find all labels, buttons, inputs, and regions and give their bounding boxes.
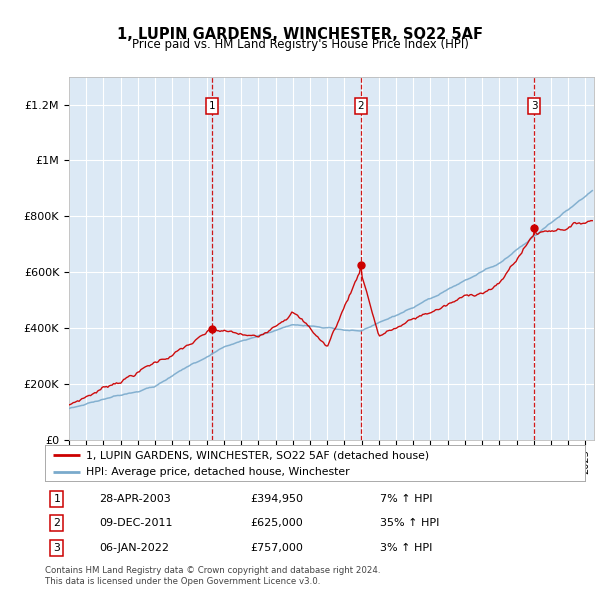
- Text: 1: 1: [53, 494, 61, 504]
- Text: Contains HM Land Registry data © Crown copyright and database right 2024.
This d: Contains HM Land Registry data © Crown c…: [45, 566, 380, 586]
- Text: 2: 2: [53, 519, 61, 528]
- Text: 3: 3: [531, 101, 538, 111]
- Text: 2: 2: [357, 101, 364, 111]
- Text: 35% ↑ HPI: 35% ↑ HPI: [380, 519, 439, 528]
- Text: HPI: Average price, detached house, Winchester: HPI: Average price, detached house, Winc…: [86, 467, 349, 477]
- Text: 7% ↑ HPI: 7% ↑ HPI: [380, 494, 432, 504]
- Text: 09-DEC-2011: 09-DEC-2011: [99, 519, 173, 528]
- Text: £757,000: £757,000: [250, 543, 303, 553]
- Text: Price paid vs. HM Land Registry's House Price Index (HPI): Price paid vs. HM Land Registry's House …: [131, 38, 469, 51]
- Text: 3: 3: [53, 543, 61, 553]
- Text: 1, LUPIN GARDENS, WINCHESTER, SO22 5AF (detached house): 1, LUPIN GARDENS, WINCHESTER, SO22 5AF (…: [86, 450, 428, 460]
- Text: 3% ↑ HPI: 3% ↑ HPI: [380, 543, 432, 553]
- Text: £394,950: £394,950: [250, 494, 303, 504]
- Text: 28-APR-2003: 28-APR-2003: [99, 494, 171, 504]
- Text: 1, LUPIN GARDENS, WINCHESTER, SO22 5AF: 1, LUPIN GARDENS, WINCHESTER, SO22 5AF: [117, 27, 483, 42]
- Text: 1: 1: [209, 101, 215, 111]
- Text: 06-JAN-2022: 06-JAN-2022: [99, 543, 169, 553]
- Text: £625,000: £625,000: [250, 519, 303, 528]
